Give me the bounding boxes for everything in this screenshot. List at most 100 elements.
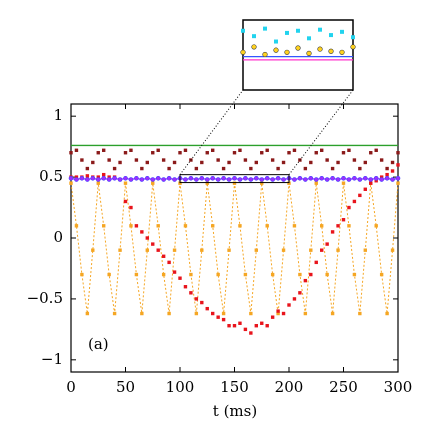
marker [347,205,351,210]
marker [85,166,90,171]
marker [352,272,357,277]
x-tick-label: 300 [384,378,413,396]
marker [123,199,128,204]
marker [243,272,248,277]
marker [91,160,95,165]
y-tick-label: −0.5 [27,289,63,307]
marker [379,177,384,182]
marker [134,176,139,181]
marker [85,311,90,316]
marker [74,175,79,179]
marker [352,158,357,162]
marker [156,148,160,152]
marker [379,175,384,179]
marker [298,272,302,277]
marker [221,166,226,171]
marker [215,177,221,182]
marker [320,224,324,228]
marker [260,321,264,325]
marker [204,177,210,182]
marker [145,176,150,181]
marker [134,224,139,228]
x-tick-label: 0 [66,378,76,396]
marker [379,272,384,277]
marker [314,151,318,155]
marker [232,151,237,155]
marker [251,44,257,50]
marker [102,148,106,152]
marker [90,176,96,181]
marker [140,230,144,234]
marker [243,327,248,332]
marker [330,311,335,316]
marker [265,224,269,228]
marker [317,46,323,52]
marker [240,49,246,55]
marker [320,248,324,252]
x-tick-label: 100 [166,378,195,396]
marker [216,272,220,277]
zoom-connector [179,89,244,175]
marker [259,177,265,182]
marker [189,291,193,295]
marker [303,311,308,316]
marker [156,224,160,228]
x-axis-label: t (ms) [213,402,257,420]
marker [319,176,325,181]
marker [281,160,286,165]
marker [292,224,297,228]
marker [362,176,368,181]
marker [253,176,259,181]
marker [140,166,144,171]
marker [325,158,329,162]
marker [211,224,215,228]
marker [284,49,290,55]
marker [106,177,112,182]
marker [358,166,362,171]
marker [243,176,248,181]
marker [101,176,106,181]
marker [211,148,215,152]
marker [296,28,300,33]
marker [373,176,379,181]
marker [264,176,270,181]
marker [330,176,335,181]
marker [324,177,330,182]
marker [292,297,297,301]
marker [194,166,199,171]
marker [166,176,172,181]
marker [270,315,275,319]
marker [396,181,400,185]
marker [145,236,149,240]
marker [358,311,362,316]
marker [112,311,117,316]
marker [194,297,199,301]
marker [270,272,275,277]
y-tick-label: 0 [53,228,63,246]
marker [200,300,204,305]
marker [227,324,231,328]
marker [200,248,204,252]
marker [281,311,286,316]
marker [336,224,340,228]
marker [265,324,269,328]
marker [161,254,166,258]
marker [161,272,166,277]
marker [270,158,275,162]
y-tick-label: −1 [41,350,63,368]
marker [303,278,308,283]
marker [199,176,205,181]
marker [134,158,139,162]
marker [306,50,312,56]
marker [330,230,335,234]
marker [85,174,90,178]
marker [167,166,171,171]
marker [352,176,357,181]
marker [252,34,256,39]
marker [328,48,334,54]
marker [369,151,373,155]
marker [128,177,134,182]
marker [309,160,313,165]
zoom-box [179,174,290,184]
marker [273,47,279,53]
